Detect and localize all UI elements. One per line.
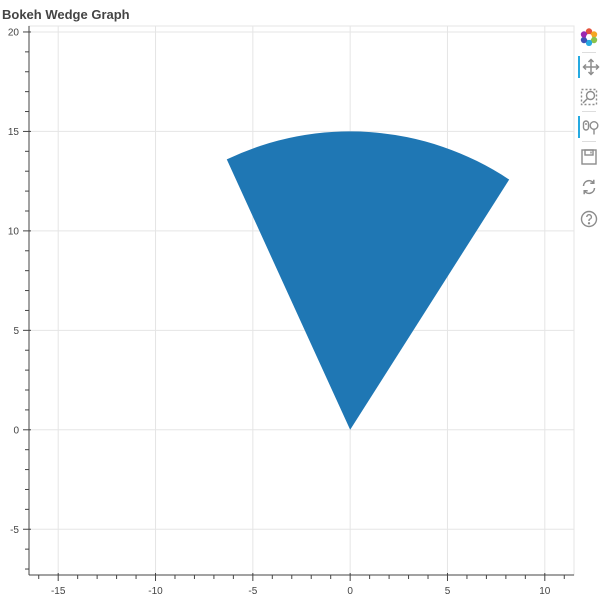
y-tick-label: -5 (10, 525, 19, 536)
y-tick-label: 0 (13, 425, 19, 436)
bokeh-logo-icon[interactable] (578, 26, 600, 48)
y-axis: -5 0 5 10 15 20 (8, 26, 31, 575)
wedge-layer (226, 131, 510, 430)
x-tick-label: -5 (248, 586, 257, 597)
x-tick-label: 0 (347, 586, 353, 597)
wedge (226, 131, 510, 430)
x-tick-label: 5 (445, 586, 451, 597)
pan-tool-icon[interactable] (578, 56, 602, 78)
x-axis: -15 -10 -5 0 5 10 (29, 573, 574, 597)
help-tool-icon[interactable] (578, 208, 600, 230)
y-tick-label: 20 (8, 27, 20, 38)
chart-canvas[interactable]: -15 -10 -5 0 5 10 -5 0 5 10 15 20 (0, 0, 575, 601)
chart-title: Bokeh Wedge Graph (2, 7, 130, 22)
x-tick-label: -15 (51, 586, 66, 597)
y-tick-label: 15 (8, 127, 20, 138)
reset-tool-icon[interactable] (578, 176, 600, 198)
x-tick-label: 10 (539, 586, 551, 597)
x-tick-label: -10 (148, 586, 163, 597)
y-tick-label: 10 (8, 226, 20, 237)
wheel-zoom-tool-icon[interactable] (578, 116, 602, 138)
box-zoom-tool-icon[interactable] (578, 86, 600, 108)
y-tick-label: 5 (13, 326, 19, 337)
save-tool-icon[interactable] (578, 146, 600, 168)
